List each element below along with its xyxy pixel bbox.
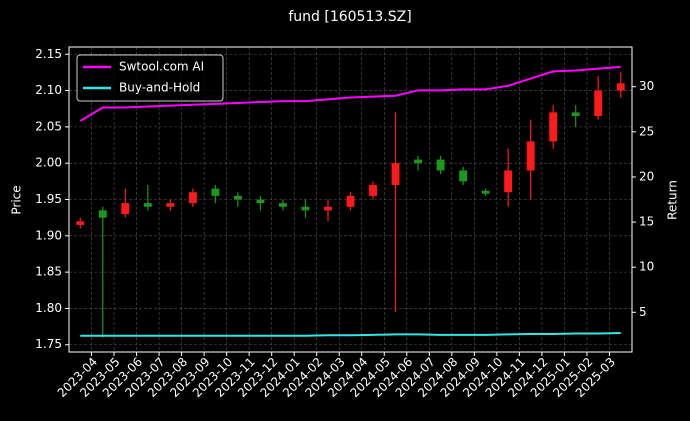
y2-tick-label: 15 bbox=[639, 215, 654, 229]
candle-body bbox=[369, 184, 377, 196]
candle-body bbox=[98, 210, 107, 218]
candle-body bbox=[233, 195, 242, 200]
candle-body bbox=[278, 203, 287, 207]
candle-body bbox=[346, 195, 355, 207]
y-tick-label: 1.75 bbox=[35, 337, 62, 351]
plot-frame bbox=[68, 46, 633, 353]
candle-body bbox=[436, 159, 445, 171]
candle-body bbox=[121, 203, 130, 215]
candle-body bbox=[526, 141, 535, 171]
candle-body bbox=[549, 112, 558, 142]
y-tick-label: 1.85 bbox=[35, 265, 62, 279]
candle-body bbox=[188, 192, 197, 204]
candle-body bbox=[301, 206, 310, 211]
y2-tick-label: 20 bbox=[639, 169, 654, 183]
y2-tick-label: 25 bbox=[639, 124, 654, 138]
candle-body bbox=[391, 163, 400, 185]
y-tick-label: 2.00 bbox=[35, 156, 62, 170]
candle-body bbox=[256, 199, 265, 204]
candle-body bbox=[481, 190, 490, 194]
chart-title: fund [160513.SZ] bbox=[288, 9, 411, 25]
y-axis-label: Price bbox=[10, 185, 24, 214]
legend-label: Swtool.com AI bbox=[119, 60, 204, 74]
y2-tick-label: 30 bbox=[639, 79, 654, 93]
candle-body bbox=[324, 206, 332, 211]
candle-body bbox=[616, 83, 625, 91]
candle-body bbox=[571, 112, 580, 116]
y2-axis-label: Return bbox=[666, 180, 680, 220]
y-tick-label: 1.90 bbox=[35, 228, 62, 242]
candle-body bbox=[211, 188, 220, 196]
y2-tick-label: 10 bbox=[639, 260, 654, 274]
candle-body bbox=[594, 90, 603, 116]
y-tick-label: 2.15 bbox=[35, 47, 62, 61]
y-tick-label: 1.95 bbox=[35, 192, 62, 206]
legend-label: Buy-and-Hold bbox=[119, 81, 200, 95]
candle-body bbox=[143, 203, 152, 207]
y-tick-label: 2.05 bbox=[35, 119, 62, 133]
line-series bbox=[80, 332, 621, 337]
line-series bbox=[79, 65, 621, 122]
candle-body bbox=[504, 170, 513, 193]
candle-body bbox=[76, 221, 85, 225]
plot-area bbox=[76, 65, 625, 338]
y2-tick-label: 5 bbox=[639, 305, 647, 319]
candle-body bbox=[414, 159, 423, 164]
legend-box bbox=[76, 54, 224, 102]
y-tick-label: 2.10 bbox=[35, 83, 62, 97]
y-tick-label: 1.80 bbox=[35, 301, 62, 315]
candle-body bbox=[166, 203, 175, 207]
candle-body bbox=[459, 170, 468, 182]
